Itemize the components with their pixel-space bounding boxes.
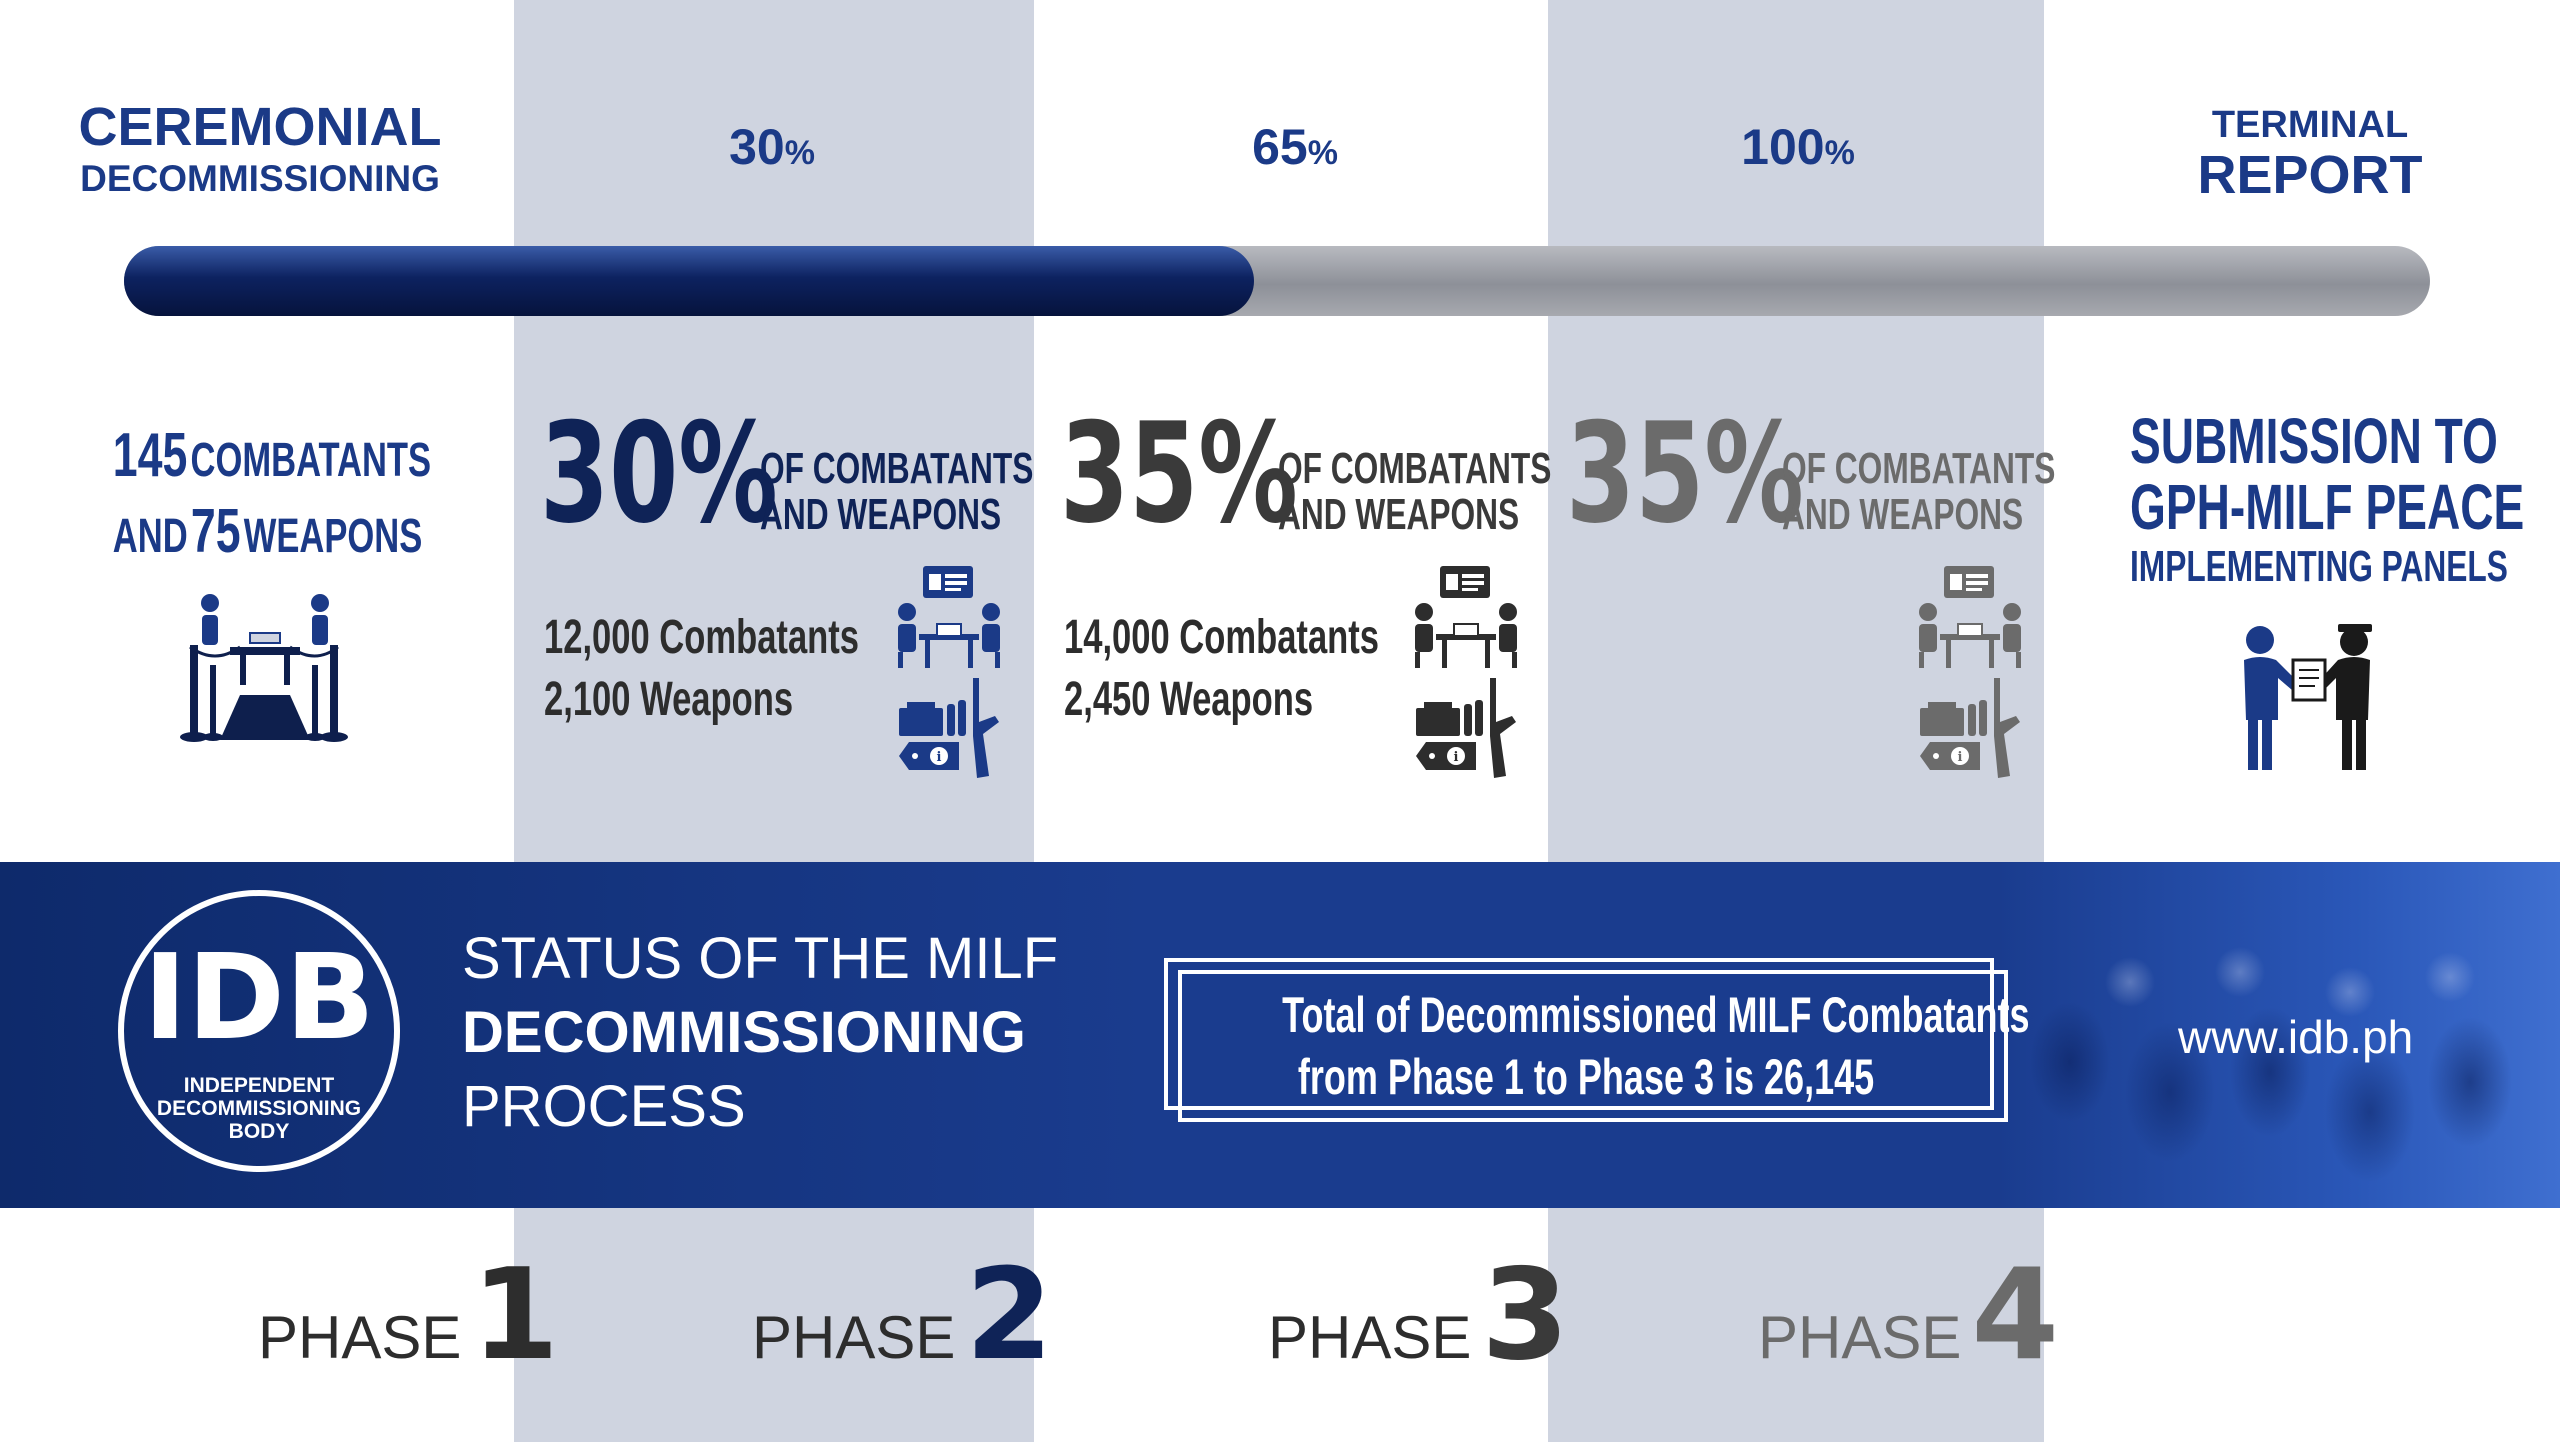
phase3-of-line1: OF COMBATANTS <box>1278 444 1552 493</box>
crowd-photo-overlay <box>2010 862 2560 1208</box>
terminal-summary-line2: GPH-MILF PEACE <box>2130 471 2525 543</box>
weapons-icon: i <box>899 678 999 778</box>
phase2-big-pct: 30% <box>540 393 778 554</box>
meeting-icon <box>1919 566 2021 668</box>
svg-text:i: i <box>1958 750 1963 765</box>
phase2-of-line1: OF COMBATANTS <box>760 444 1034 493</box>
handover-icon <box>2244 624 2372 770</box>
phase1-combatants-num: 145 <box>112 421 188 490</box>
total-box-inner <box>1164 958 1994 1110</box>
phase3-combatants: 14,000 Combatants <box>1064 611 1380 664</box>
total-line1: Total of Decommissioned MILF Combatants <box>1282 987 2030 1043</box>
phase3-big-pct: 35% <box>1060 393 1298 554</box>
terminal-line2: REPORT <box>2197 145 2423 205</box>
ceremony-table-icon <box>180 594 348 742</box>
terminal-summary-line1: SUBMISSION TO <box>2130 405 2498 477</box>
header-pct-65: 65% <box>1252 119 1338 175</box>
ceremonial-line1: CEREMONIAL <box>78 97 442 157</box>
phase1-weapons-label: WEAPONS <box>243 510 423 563</box>
website-link[interactable]: www.idb.ph <box>2178 1011 2414 1063</box>
meeting-icon <box>1415 566 1517 668</box>
idb-logo-text: IDB <box>143 928 375 1066</box>
phase1-summary: 145 COMBATANTS AND 75 WEAPONS <box>54 425 474 578</box>
phase3-weapons: 2,450 Weapons <box>1064 673 1314 726</box>
phase2-of-label: OF COMBATANTS AND WEAPONS <box>760 446 1033 538</box>
phase4-of-label: OF COMBATANTS AND WEAPONS <box>1782 446 2055 538</box>
meeting-icon <box>898 566 1000 668</box>
status-title-line1: STATUS OF THE MILF <box>462 926 1059 991</box>
phase1-combatants-label: COMBATANTS <box>190 434 432 487</box>
phase2-combatants: 12,000 Combatants <box>544 611 860 664</box>
phase3-of-label: OF COMBATANTS AND WEAPONS <box>1278 446 1551 538</box>
idb-logo-subtitle: INDEPENDENT DECOMMISSIONING BODY <box>156 1074 362 1143</box>
status-banner <box>0 862 2560 1208</box>
status-title-line3: PROCESS <box>462 1074 746 1139</box>
phase4-of-line1: OF COMBATANTS <box>1782 444 2056 493</box>
total-decommissioned-text: Total of Decommissioned MILF Combatants … <box>1164 984 2030 1108</box>
weapons-icon: i <box>1920 678 2020 778</box>
total-box-outer <box>1178 970 2008 1122</box>
ceremonial-line2: DECOMMISSIONING <box>80 158 440 199</box>
svg-text:i: i <box>937 750 942 765</box>
phase-label-2: PHASE2 <box>752 1241 1054 1388</box>
total-line2: from Phase 1 to Phase 3 is 26,145 <box>1297 1049 1875 1105</box>
phase-label-1: PHASE1 <box>258 1241 560 1388</box>
phase2-weapons: 2,100 Weapons <box>544 673 794 726</box>
ceremonial-header: CEREMONIAL DECOMMISSIONING <box>60 96 460 200</box>
svg-text:i: i <box>1454 750 1459 765</box>
phase1-weapons-num: 75 <box>190 497 241 566</box>
progress-fill <box>124 246 1254 316</box>
phase3-of-line2: AND WEAPONS <box>1278 490 1520 539</box>
phase2-of-line2: AND WEAPONS <box>760 490 1002 539</box>
phase4-big-pct: 35% <box>1566 393 1804 554</box>
phase-label-3: PHASE3 <box>1268 1241 1570 1388</box>
phase1-and-label: AND <box>112 510 188 563</box>
terminal-summary: SUBMISSION TO GPH-MILF PEACE IMPLEMENTIN… <box>2060 408 2560 594</box>
terminal-line1: TERMINAL <box>2211 104 2409 146</box>
phase-label-4: PHASE4 <box>1758 1241 2060 1388</box>
terminal-header: TERMINAL REPORT <box>2110 104 2510 204</box>
status-title-line2: DECOMMISSIONING <box>462 1000 1026 1065</box>
weapons-icon: i <box>1416 678 1516 778</box>
header-pct-100: 100% <box>1741 119 1855 175</box>
terminal-summary-line3: IMPLEMENTING PANELS <box>2130 542 2508 591</box>
idb-logo: IDB INDEPENDENT DECOMMISSIONING BODY <box>118 890 400 1172</box>
phase4-of-line2: AND WEAPONS <box>1782 490 2024 539</box>
header-pct-30: 30% <box>729 119 815 175</box>
